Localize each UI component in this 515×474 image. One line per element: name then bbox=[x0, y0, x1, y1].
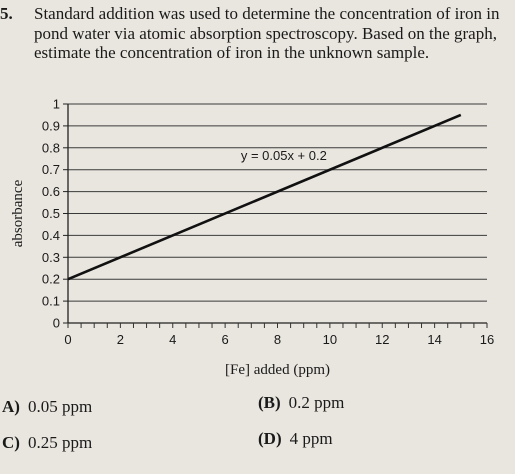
answer-d-letter: (D) bbox=[258, 429, 282, 448]
y-tick-label: 0.4 bbox=[42, 228, 60, 243]
x-tick-label: 12 bbox=[375, 332, 389, 347]
answer-b-text: 0.2 ppm bbox=[288, 393, 345, 412]
y-tick-label: 0 bbox=[53, 316, 60, 331]
y-tick-label: 0.3 bbox=[42, 250, 60, 265]
standard-addition-chart: 00.10.20.30.40.50.60.70.80.910 2 4 6 8 10 12 14… bbox=[10, 97, 494, 379]
y-tick-label: 0.5 bbox=[42, 206, 60, 221]
x-tick-label: 2 bbox=[117, 332, 124, 347]
equation-label: y = 0.05x + 0.2 bbox=[241, 148, 327, 163]
answer-d[interactable]: (D) 4 ppm bbox=[258, 429, 333, 449]
y-tick-label: 0.7 bbox=[42, 162, 60, 177]
answer-c[interactable]: C) 0.25 ppm bbox=[2, 433, 92, 453]
y-tick-label: 0.1 bbox=[42, 294, 60, 309]
x-tick-label: 4 bbox=[169, 332, 176, 347]
y-tick-label: 0.2 bbox=[42, 272, 60, 287]
x-axis-label: [Fe] added (ppm) bbox=[225, 362, 330, 378]
x-tick-label: 14 bbox=[427, 332, 441, 347]
y-axis-label: absorbance bbox=[10, 179, 26, 247]
x-tick-label: 8 bbox=[274, 332, 281, 347]
answer-a[interactable]: A) 0.05 ppm bbox=[2, 397, 92, 417]
y-tick-label: 0.8 bbox=[42, 140, 60, 155]
x-tick-label: 10 bbox=[323, 332, 337, 347]
answer-a-letter: A) bbox=[2, 397, 20, 416]
series-line bbox=[67, 113, 462, 281]
question-number: 5. bbox=[0, 4, 13, 23]
x-tick-label: 6 bbox=[222, 332, 229, 347]
answer-b-letter: (B) bbox=[258, 393, 281, 412]
y-tick-label: 1 bbox=[53, 97, 60, 112]
y-tick-label: 0.9 bbox=[42, 118, 60, 133]
answer-d-text: 4 ppm bbox=[289, 429, 333, 448]
question-text: Standard addition was used to determine … bbox=[34, 4, 500, 62]
answer-b[interactable]: (B) 0.2 ppm bbox=[258, 393, 344, 413]
y-tick-label: 0.6 bbox=[42, 184, 60, 199]
answer-c-text: 0.25 ppm bbox=[27, 433, 93, 452]
x-tick-label: 16 bbox=[480, 332, 494, 347]
x-tick-label: 0 bbox=[64, 332, 71, 347]
answer-c-letter: C) bbox=[2, 433, 20, 452]
answer-a-text: 0.05 ppm bbox=[27, 397, 93, 416]
